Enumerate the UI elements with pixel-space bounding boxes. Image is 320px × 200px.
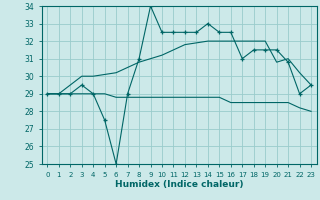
X-axis label: Humidex (Indice chaleur): Humidex (Indice chaleur) [115,180,244,189]
